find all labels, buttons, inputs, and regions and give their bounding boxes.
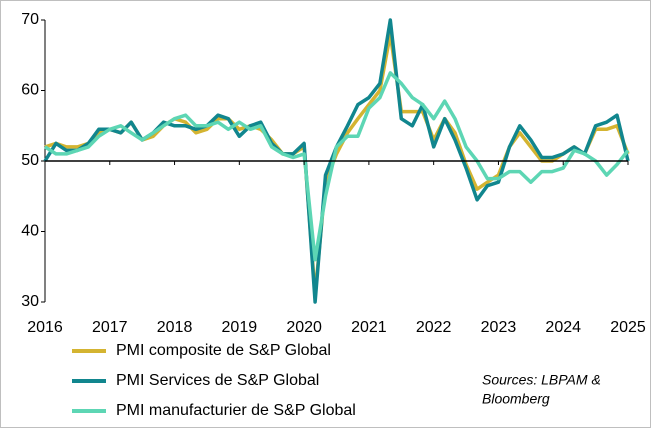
legend-label: PMI composite de S&P Global (116, 342, 331, 359)
x-tick-label: 2022 (416, 319, 452, 336)
y-tick-label: 60 (21, 82, 39, 99)
x-tick-label: 2023 (481, 319, 517, 336)
y-tick-label: 70 (21, 11, 39, 28)
series-line (44, 71, 630, 262)
y-tick-label: 30 (21, 293, 39, 310)
x-tick-label: 2020 (286, 319, 322, 336)
legend-label: PMI manufacturier de S&P Global (116, 402, 356, 419)
source-note: Bloomberg (482, 391, 550, 407)
source-note: Sources: LBPAM & (482, 372, 601, 388)
y-tick-label: 50 (21, 152, 39, 169)
x-tick-label: 2017 (92, 319, 128, 336)
x-tick-label: 2024 (545, 319, 581, 336)
legend-label: PMI Services de S&P Global (116, 372, 319, 389)
x-tick-label: 2021 (351, 319, 387, 336)
x-tick-label: 2018 (157, 319, 193, 336)
y-tick-label: 40 (21, 223, 39, 240)
x-tick-label: 2025 (610, 319, 646, 336)
x-tick-label: 2016 (27, 319, 63, 336)
x-tick-label: 2019 (222, 319, 258, 336)
